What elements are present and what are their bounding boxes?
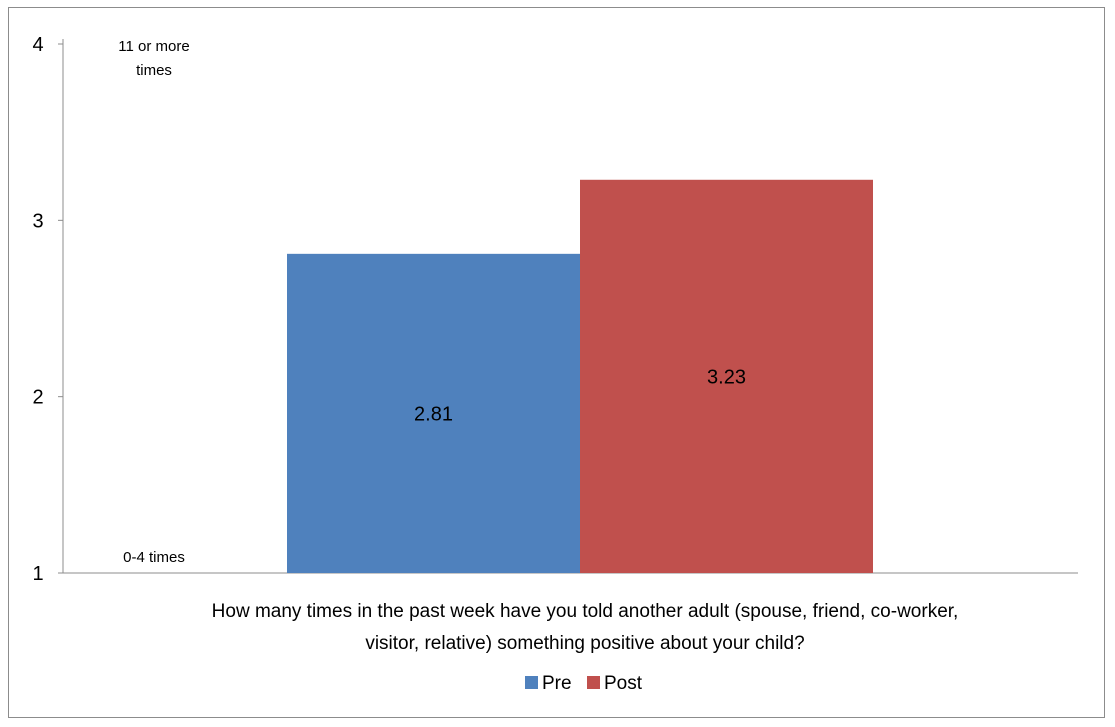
- y-tick-label: 1: [32, 563, 43, 585]
- y-tick-label: 2: [32, 387, 43, 409]
- legend-swatch-post: [587, 676, 600, 689]
- legend-label-pre: Pre: [542, 673, 572, 694]
- data-label-pre: 2.81: [414, 403, 453, 425]
- y-anchor-label: times: [136, 62, 172, 79]
- data-label-post: 3.23: [707, 366, 746, 388]
- bar-post: [580, 179, 873, 573]
- y-anchor-label: 11 or more: [118, 38, 189, 55]
- legend-swatch-pre: [525, 676, 538, 689]
- x-axis-label: How many times in the past week have you…: [212, 601, 959, 622]
- y-tick-label: 3: [32, 210, 43, 232]
- x-axis-label: visitor, relative) something positive ab…: [365, 633, 804, 654]
- y-tick-label: 4: [32, 34, 43, 56]
- bar-pre: [287, 253, 580, 573]
- legend-label-post: Post: [604, 673, 643, 694]
- y-anchor-label: 0-4 times: [123, 549, 185, 566]
